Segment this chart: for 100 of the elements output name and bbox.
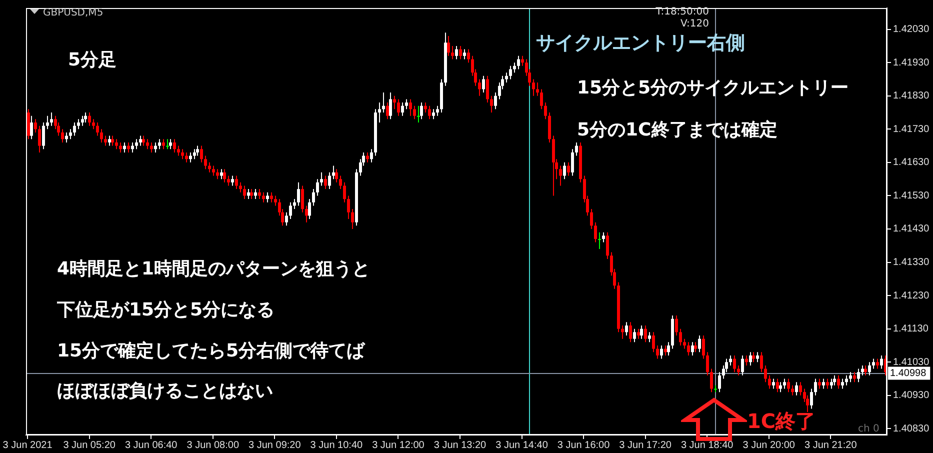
candlestick	[679, 328, 682, 346]
candlestick	[633, 328, 636, 343]
candlestick	[119, 142, 122, 153]
candlestick	[509, 65, 512, 80]
candlestick	[478, 78, 481, 96]
candlestick	[760, 352, 763, 373]
candlestick	[200, 145, 203, 163]
candlestick	[223, 168, 226, 183]
y-tick-label: 1.41230	[893, 290, 930, 302]
candlestick	[756, 352, 759, 363]
annotation: 4時間足と1時間足のパターンを狙うと	[57, 258, 370, 280]
candlestick	[779, 382, 782, 393]
candlestick	[181, 148, 184, 160]
candlestick	[154, 142, 157, 153]
candlestick	[428, 105, 431, 120]
candlestick	[324, 175, 327, 190]
candlestick	[189, 152, 192, 163]
candlestick	[69, 128, 72, 140]
candlestick	[698, 334, 701, 353]
candlestick	[664, 344, 667, 356]
candlestick	[308, 198, 311, 220]
candlestick	[482, 75, 485, 94]
candlestick	[73, 122, 76, 136]
y-tick-label: 1.41530	[893, 190, 930, 202]
candlestick	[849, 372, 852, 383]
candlestick	[548, 112, 551, 143]
candlestick	[432, 108, 435, 120]
x-tick-label: 3 Jun 21:20	[804, 440, 858, 451]
candlestick	[424, 102, 427, 114]
candlestick	[42, 122, 45, 150]
candlestick	[332, 165, 335, 180]
candlestick	[127, 142, 130, 153]
candlestick	[552, 135, 555, 196]
candlestick	[783, 378, 786, 390]
candlestick	[61, 128, 64, 143]
candlestick	[621, 325, 624, 340]
candlestick	[683, 338, 686, 350]
candlestick	[235, 175, 238, 190]
candlestick	[687, 342, 690, 356]
candlestick	[146, 138, 149, 150]
annotation: ほぼほぼ負けることはない	[57, 380, 273, 402]
candlestick	[335, 168, 338, 183]
candlestick	[486, 75, 489, 104]
x-tick-label: 3 Jun 05:20	[63, 440, 116, 451]
candlestick	[393, 95, 396, 110]
candlestick	[640, 325, 643, 340]
x-tick-label: 3 Jun 16:00	[557, 440, 610, 451]
candlestick	[729, 354, 732, 366]
candlestick	[648, 332, 651, 343]
candlestick	[81, 115, 84, 126]
candlestick	[366, 152, 369, 163]
candlestick	[629, 322, 632, 343]
candlestick	[536, 82, 539, 96]
candlestick	[301, 185, 304, 213]
candlestick	[139, 135, 142, 146]
candlestick	[254, 188, 257, 200]
candlestick	[285, 212, 288, 226]
candlestick	[274, 195, 277, 206]
candlestick	[741, 354, 744, 376]
candlestick	[606, 232, 609, 260]
candlestick	[810, 388, 813, 410]
candlestick	[258, 188, 261, 200]
candlestick	[436, 105, 439, 116]
candlestick	[409, 98, 412, 116]
candlestick	[876, 358, 879, 370]
x-tick-label: 3 Jun 13:20	[434, 440, 487, 451]
x-tick-label: 3 Jun 20:00	[742, 440, 796, 451]
candlestick	[853, 372, 856, 383]
candlestick	[289, 202, 292, 220]
annotation: 1C終了	[747, 409, 816, 434]
candlestick	[378, 102, 381, 123]
y-tick-label: 1.42030	[893, 24, 930, 36]
candlestick	[88, 112, 91, 126]
candlestick	[625, 322, 628, 336]
candlestick	[196, 145, 199, 156]
candlestick	[861, 364, 864, 376]
candlestick	[386, 102, 389, 120]
candlestick	[845, 374, 848, 386]
candlestick	[111, 135, 114, 146]
candlestick	[389, 92, 392, 120]
candlestick	[158, 138, 161, 150]
candlestick	[312, 188, 315, 206]
candlestick	[108, 135, 111, 146]
candlestick	[84, 112, 87, 123]
candlestick	[567, 162, 570, 176]
y-tick-label: 1.41330	[893, 257, 930, 268]
candlestick	[694, 342, 697, 353]
candlestick	[204, 155, 207, 170]
candlestick	[594, 222, 597, 243]
candlestick	[413, 105, 416, 120]
annotation: GBPUSD,M5	[43, 8, 104, 19]
y-tick-label: 1.41030	[893, 356, 930, 368]
annotation: T:18:50:00	[654, 6, 709, 18]
candlestick	[644, 325, 647, 343]
candlestick	[710, 368, 713, 393]
candlestick	[675, 315, 678, 336]
candlestick	[320, 172, 323, 186]
candlestick	[505, 72, 508, 84]
candlestick	[247, 188, 250, 200]
candlestick	[243, 185, 246, 200]
